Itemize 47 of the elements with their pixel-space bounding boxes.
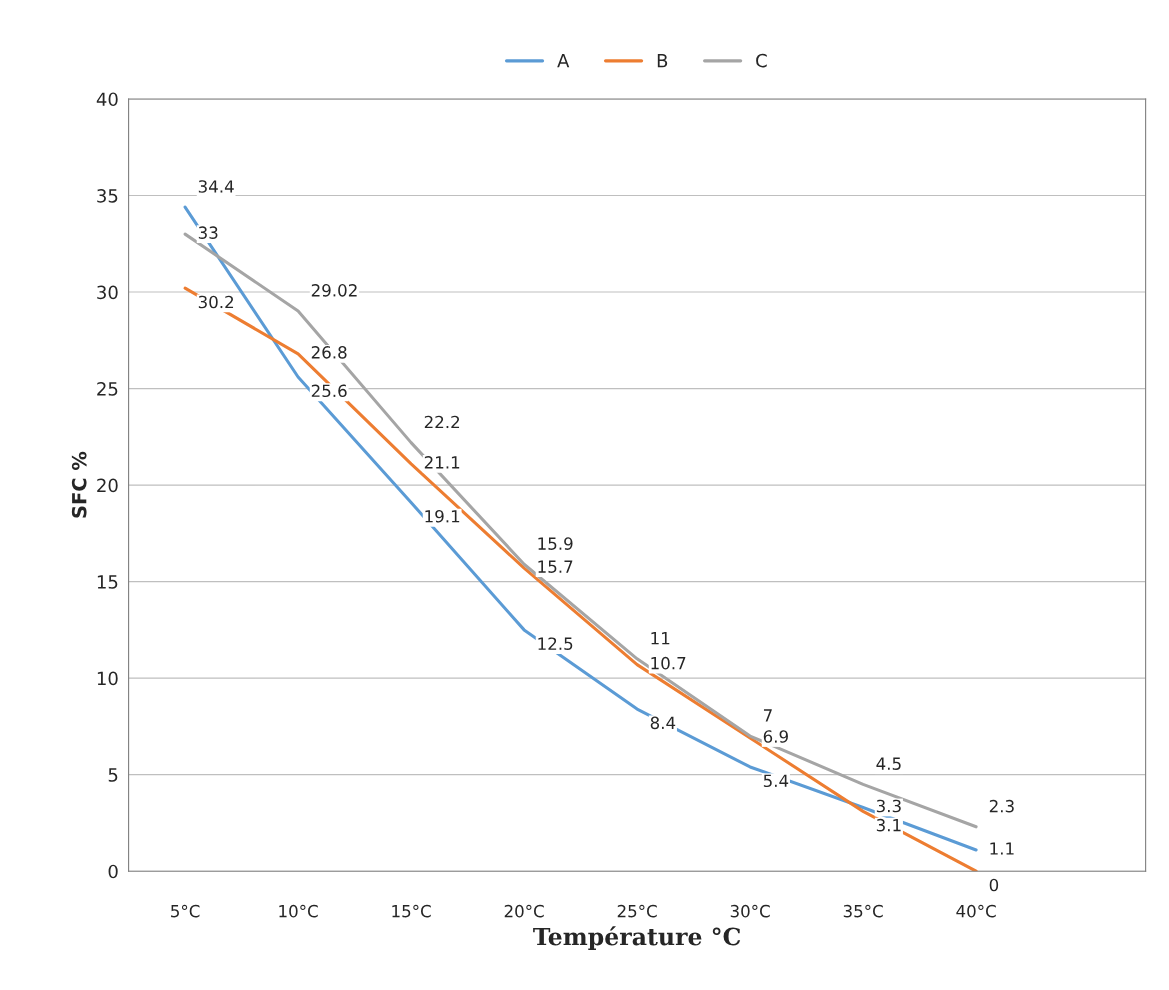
data-label: 30.2 (198, 295, 234, 309)
y-tick-label: 10 (97, 671, 118, 686)
x-tick-label: 40°C (956, 904, 996, 918)
data-label: 8.4 (650, 716, 676, 730)
y-tick-label: 0 (108, 864, 118, 879)
data-label: 4.5 (876, 757, 901, 770)
data-label: 29.02 (311, 284, 357, 297)
y-tick-label: 25 (97, 382, 118, 396)
x-axis-title: Température °C (533, 926, 741, 951)
x-tick-label: 30°C (730, 904, 770, 918)
data-label: 0 (989, 878, 999, 892)
y-tick-label: 40 (96, 92, 118, 107)
data-label: 21.1 (424, 456, 460, 469)
x-tick-label: 10°C (279, 904, 318, 918)
y-axis-title: SFC % (71, 451, 87, 518)
x-tick-label: 25°C (617, 904, 657, 918)
x-tick-label: 35°C (843, 904, 883, 918)
y-tick-label: 15 (97, 575, 118, 589)
data-label: 33 (198, 226, 218, 239)
legend-label: B (657, 54, 668, 68)
legend-label: A (557, 54, 570, 68)
data-label: 34.4 (198, 180, 234, 193)
x-tick-label: 15°C (392, 904, 431, 918)
data-label: 11 (651, 632, 670, 645)
x-tick-label: 20°C (504, 904, 544, 918)
y-tick-label: 20 (97, 478, 118, 493)
data-label: 26.8 (311, 346, 347, 359)
data-label: 3.1 (876, 818, 901, 832)
data-label: 25.6 (311, 384, 347, 398)
y-tick-label: 5 (108, 768, 118, 782)
line-series (183, 286, 978, 872)
data-label: 6.9 (763, 730, 788, 743)
data-label: 2.3 (989, 799, 1014, 813)
data-label: 3.3 (876, 799, 901, 813)
data-label: 1.1 (990, 842, 1014, 855)
data-label: 15.9 (538, 537, 573, 550)
data-label: 5.4 (763, 774, 789, 788)
y-tick-label: 30 (97, 285, 118, 300)
data-label: 15.7 (538, 560, 573, 573)
legend-label: C (756, 53, 767, 68)
data-label: 12.5 (538, 637, 573, 650)
data-label: 22.2 (424, 415, 460, 429)
x-tick-label: 5°C (171, 904, 200, 918)
data-label: 10.7 (651, 656, 686, 670)
y-tick-label: 35 (97, 188, 118, 203)
data-label: 19.1 (425, 509, 460, 523)
data-label: 7 (763, 709, 772, 722)
